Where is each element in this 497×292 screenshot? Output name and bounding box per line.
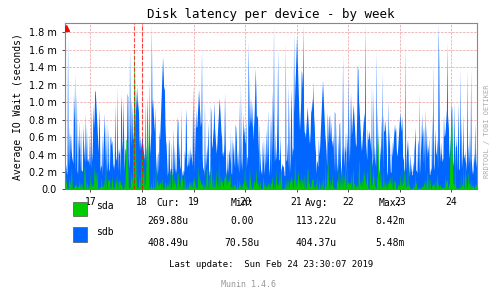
Text: Munin 1.4.6: Munin 1.4.6	[221, 280, 276, 289]
Text: sda: sda	[95, 201, 113, 211]
Text: 404.37u: 404.37u	[296, 238, 337, 248]
Text: RRDTOOL / TOBI OETIKER: RRDTOOL / TOBI OETIKER	[484, 85, 490, 178]
FancyBboxPatch shape	[73, 227, 87, 242]
Text: 113.22u: 113.22u	[296, 216, 337, 227]
Text: Min:: Min:	[230, 198, 254, 208]
Text: 269.88u: 269.88u	[147, 216, 188, 227]
Title: Disk latency per device - by week: Disk latency per device - by week	[147, 8, 395, 21]
Text: 8.42m: 8.42m	[376, 216, 405, 227]
Text: 70.58u: 70.58u	[224, 238, 259, 248]
Text: Max:: Max:	[379, 198, 402, 208]
FancyBboxPatch shape	[73, 201, 87, 216]
Text: 408.49u: 408.49u	[147, 238, 188, 248]
Text: Cur:: Cur:	[156, 198, 179, 208]
Text: 0.00: 0.00	[230, 216, 254, 227]
Y-axis label: Average IO Wait (seconds): Average IO Wait (seconds)	[13, 33, 23, 180]
Text: 5.48m: 5.48m	[376, 238, 405, 248]
Text: Last update:  Sun Feb 24 23:30:07 2019: Last update: Sun Feb 24 23:30:07 2019	[169, 260, 373, 269]
Text: sdb: sdb	[95, 227, 113, 237]
Text: Avg:: Avg:	[305, 198, 328, 208]
